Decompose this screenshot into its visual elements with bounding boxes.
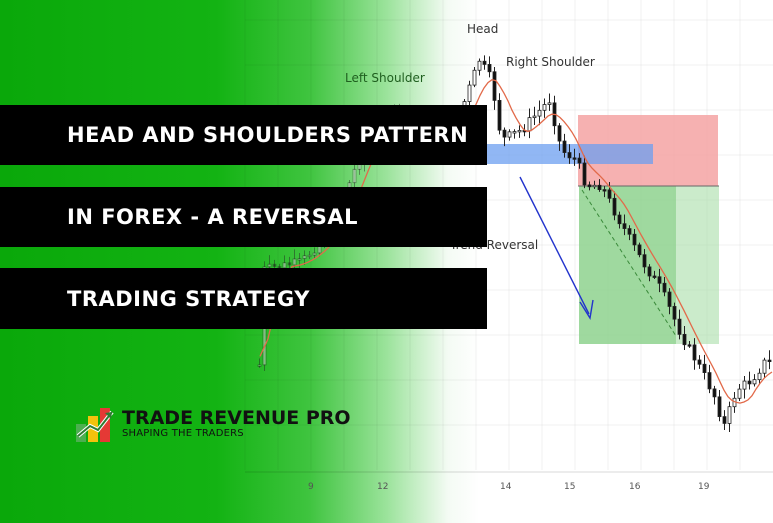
- candle-body: [667, 291, 672, 307]
- candle-body: [637, 244, 642, 256]
- title-banner-line-2: IN FOREX - A REVERSAL: [0, 187, 487, 247]
- label-left-shoulder: Left Shoulder: [345, 71, 425, 85]
- candle-body: [697, 359, 702, 365]
- candle-body: [707, 372, 712, 390]
- x-tick-label: 16: [629, 482, 641, 492]
- candle-body: [307, 254, 312, 258]
- candle-body: [292, 258, 297, 266]
- candle-body: [567, 152, 572, 159]
- candle-body: [662, 282, 667, 293]
- candle-body: [282, 262, 287, 269]
- candle-body: [642, 254, 647, 268]
- brand-name: TRADE REVENUE PRO: [122, 407, 351, 429]
- brand-tagline: SHAPING THE TRADERS: [122, 428, 244, 439]
- x-tick-label: 9: [308, 482, 314, 492]
- candle-body: [572, 157, 577, 160]
- candle-body: [517, 129, 522, 133]
- candle-body: [577, 157, 582, 164]
- candle-body: [632, 233, 637, 246]
- candle-body: [267, 263, 272, 268]
- candle-body: [592, 184, 597, 188]
- candle-body: [507, 131, 512, 138]
- candle-body: [352, 168, 357, 184]
- rising-arrow-bars-icon: [76, 408, 114, 442]
- title-banner-line-3: TRADING STRATEGY: [0, 268, 487, 329]
- candle-body: [717, 396, 722, 418]
- candle-body: [512, 131, 517, 134]
- candle-body: [612, 197, 617, 216]
- candle-body: [272, 263, 277, 267]
- candle-body: [472, 69, 477, 86]
- candle-body: [722, 416, 727, 424]
- candle-body: [617, 214, 622, 225]
- candle-body: [757, 372, 762, 381]
- candle-body: [302, 255, 307, 260]
- candle-body: [297, 258, 302, 261]
- title-banner-line-1: HEAD AND SHOULDERS PATTERN: [0, 105, 487, 165]
- candle-body: [692, 344, 697, 361]
- x-tick-label: 12: [377, 482, 389, 492]
- candle-body: [537, 109, 542, 117]
- candle-body: [487, 64, 492, 73]
- trend-dashed-line: [581, 189, 677, 337]
- candle-body: [742, 380, 747, 390]
- candle-body: [622, 223, 627, 229]
- candle-body: [527, 117, 532, 132]
- brand-logo: TRADE REVENUE PRO SHAPING THE TRADERS: [74, 404, 351, 444]
- label-right-shoulder: Right Shoulder: [506, 55, 595, 69]
- x-tick-label: 15: [564, 482, 576, 492]
- candle-body: [672, 306, 677, 320]
- candle-body: [712, 388, 717, 398]
- candle-body: [492, 71, 497, 101]
- candle-body: [287, 262, 292, 266]
- candle-body: [502, 129, 507, 138]
- candle-body: [762, 359, 767, 374]
- take-profit-zone: [579, 186, 676, 344]
- candle-body: [747, 380, 752, 385]
- candle-body: [607, 189, 612, 199]
- arrow-head-icon: [579, 299, 594, 320]
- candle-body: [562, 140, 567, 153]
- candle-body: [737, 388, 742, 399]
- x-tick-label: 14: [500, 482, 512, 492]
- candle-body: [557, 125, 562, 142]
- label-head: Head: [467, 22, 499, 36]
- candle-body: [752, 379, 757, 385]
- candle-body: [477, 60, 482, 71]
- candle-body: [467, 84, 472, 102]
- candle-body: [652, 275, 657, 278]
- candle-body: [547, 102, 552, 105]
- candle-body: [657, 276, 662, 284]
- candle-body: [687, 344, 692, 347]
- candle-body: [482, 60, 487, 65]
- candle-body: [682, 333, 687, 346]
- candle-body: [677, 318, 682, 335]
- candle-body: [627, 228, 632, 235]
- candle-body: [767, 359, 772, 363]
- x-tick-label: 19: [698, 482, 710, 492]
- candle-body: [727, 406, 732, 424]
- candle-body: [647, 266, 652, 277]
- candle-body: [602, 189, 607, 192]
- candle-body: [257, 364, 262, 367]
- candle-body: [587, 184, 592, 188]
- candle-body: [532, 115, 537, 119]
- candle-body: [702, 363, 707, 373]
- trend-arrow-line: [519, 176, 590, 315]
- candle-body: [542, 104, 547, 111]
- candle-body: [597, 184, 602, 190]
- candle-body: [497, 99, 502, 131]
- candle-body: [312, 252, 317, 256]
- candle-body: [582, 162, 587, 186]
